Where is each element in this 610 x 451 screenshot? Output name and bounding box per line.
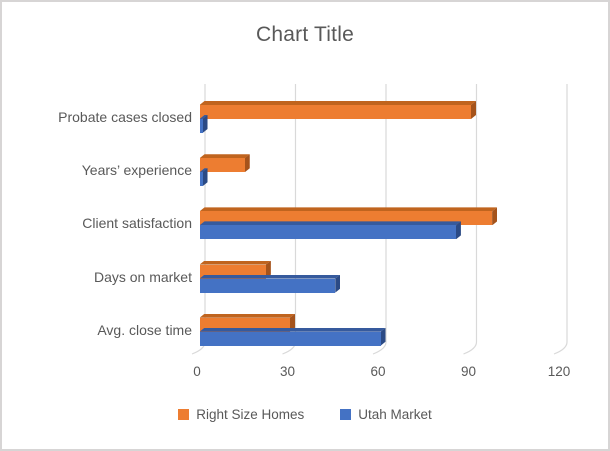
bar-utah-market-4[interactable] bbox=[199, 327, 386, 346]
x-tick-label: 0 bbox=[193, 364, 201, 379]
legend[interactable]: Right Size Homes Utah Market bbox=[2, 407, 608, 422]
bar-side-face bbox=[202, 115, 208, 133]
bar-top-face bbox=[200, 328, 386, 332]
bar-top-face bbox=[200, 207, 498, 211]
bar-top-face bbox=[200, 154, 250, 158]
bar-front-face bbox=[199, 331, 381, 346]
bar-utah-market-3[interactable] bbox=[199, 274, 341, 293]
legend-item-right-size-homes[interactable]: Right Size Homes bbox=[178, 407, 304, 422]
bar-front-face bbox=[199, 172, 203, 187]
bar-side-face bbox=[265, 260, 271, 279]
legend-label: Utah Market bbox=[358, 407, 432, 422]
category-label: Days on market bbox=[93, 268, 192, 285]
bar-front-face bbox=[199, 158, 245, 173]
bar-right-size-homes-0[interactable] bbox=[199, 101, 477, 119]
bars-layer bbox=[199, 84, 567, 346]
bar-top-face bbox=[200, 314, 296, 318]
legend-swatch-icon bbox=[340, 409, 352, 420]
bar-top-face bbox=[200, 275, 341, 279]
bar-utah-market-0[interactable] bbox=[199, 115, 208, 133]
bar-top-face bbox=[200, 115, 208, 119]
x-tick-label: 30 bbox=[279, 364, 296, 379]
bar-top-face bbox=[200, 168, 208, 172]
bar-side-face bbox=[492, 207, 498, 226]
bar-top-face bbox=[200, 221, 461, 225]
x-tick-label: 120 bbox=[547, 364, 571, 379]
x-tick-label: 60 bbox=[370, 364, 386, 379]
bar-side-face bbox=[244, 154, 250, 173]
category-label: Client satisfaction bbox=[82, 215, 192, 232]
bar-top-face bbox=[200, 101, 477, 105]
chart-title[interactable]: Chart Title bbox=[256, 23, 354, 46]
bar-utah-market-2[interactable] bbox=[199, 221, 461, 240]
legend-swatch-icon bbox=[178, 409, 190, 420]
bar-side-face bbox=[380, 327, 386, 346]
bar-side-face bbox=[471, 101, 476, 119]
bar-side-face bbox=[202, 168, 208, 187]
bar-top-face bbox=[200, 261, 271, 265]
category-label: Years’ experience bbox=[81, 162, 192, 179]
bar-side-face bbox=[335, 274, 341, 293]
bar-front-face bbox=[199, 225, 456, 240]
bar-front-face bbox=[199, 278, 336, 293]
x-tick-label: 90 bbox=[460, 364, 477, 379]
bar-side-face bbox=[455, 221, 461, 240]
category-label: Avg. close time bbox=[97, 321, 192, 338]
legend-item-utah-market[interactable]: Utah Market bbox=[340, 407, 432, 422]
legend-label: Right Size Homes bbox=[196, 407, 305, 422]
plot-area bbox=[191, 84, 568, 355]
bar-right-size-homes-1[interactable] bbox=[199, 154, 250, 173]
bar-utah-market-1[interactable] bbox=[199, 168, 208, 187]
bar-front-face bbox=[199, 119, 203, 133]
bar-front-face bbox=[199, 105, 471, 119]
bar-side-face bbox=[290, 313, 295, 332]
category-label: Probate cases closed bbox=[58, 109, 192, 125]
